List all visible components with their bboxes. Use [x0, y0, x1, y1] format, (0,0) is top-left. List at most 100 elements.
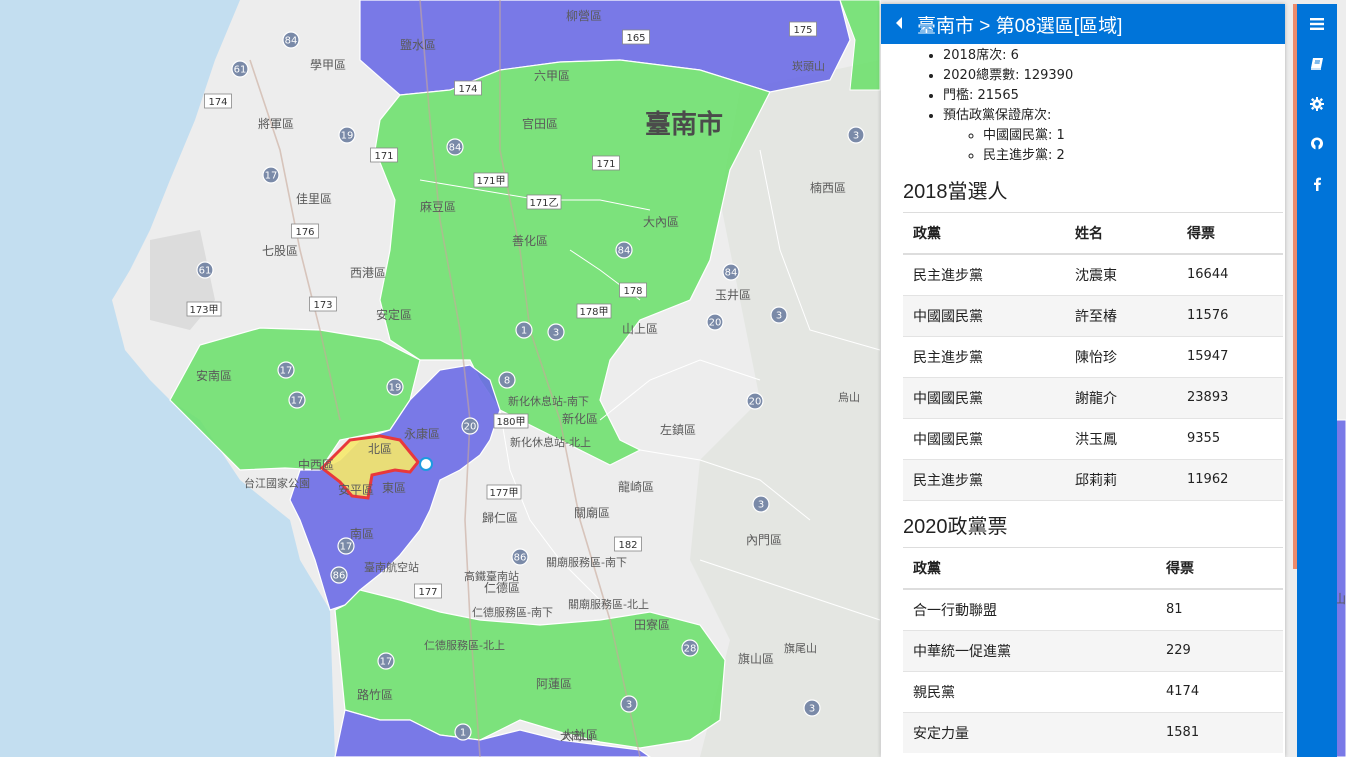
stat-guaranteed-seats: 預估政黨保證席次: 中國國民黨: 1 民主進步黨: 2: [943, 106, 1283, 166]
tab-github[interactable]: [1297, 124, 1337, 164]
svg-text:84: 84: [618, 246, 631, 257]
tab-facebook[interactable]: [1297, 164, 1337, 204]
tab-menu[interactable]: [1297, 4, 1337, 44]
svg-text:165: 165: [626, 33, 645, 44]
route-shield: 19: [386, 378, 404, 396]
district-label: 鹽水區: [400, 37, 436, 52]
district-label: 左鎮區: [660, 422, 696, 437]
svg-text:84: 84: [285, 36, 298, 47]
svg-text:3: 3: [853, 131, 859, 142]
route-shield: 171乙: [526, 194, 562, 210]
route-shields: 84848484174174165175171171171甲171乙176173…: [186, 21, 865, 741]
svg-text:84: 84: [725, 268, 738, 279]
sidebar-body[interactable]: 2018席次: 6 2020總票數: 129390 門檻: 21565 預估政黨…: [881, 44, 1285, 753]
winner-row: 中國國民黨 謝龍介 23893: [903, 377, 1283, 419]
district-label: 仁德區: [484, 580, 520, 595]
district-label: 中西區: [298, 457, 334, 472]
district-blue-south[interactable]: [334, 709, 652, 757]
highways: [249, 0, 641, 757]
svg-text:178: 178: [623, 286, 642, 297]
svg-text:178甲: 178甲: [579, 307, 608, 318]
district-green-central[interactable]: [374, 59, 771, 466]
district-label: 六甲區: [534, 69, 570, 83]
route-shield: 3: [620, 695, 638, 713]
route-shield: 173甲: [186, 301, 222, 317]
route-shield: 20: [706, 313, 724, 331]
district-label: 山上區: [622, 322, 658, 336]
route-shield: 177甲: [486, 484, 522, 500]
svg-text:174: 174: [208, 97, 227, 108]
route-shield: 86: [330, 566, 348, 584]
district-label: 大社區: [562, 727, 598, 742]
party-cell: 中華統一促進黨: [903, 630, 1156, 672]
route-shield: 174: [454, 80, 482, 96]
stat-seats: 2018席次: 6: [943, 46, 1283, 66]
svg-text:61: 61: [199, 266, 212, 277]
tab-settings[interactable]: [1297, 84, 1337, 124]
svg-text:173甲: 173甲: [189, 305, 218, 316]
route-shield: 165: [622, 29, 650, 45]
svg-text:17: 17: [265, 171, 278, 182]
route-shield: 1: [454, 723, 472, 741]
place-label: 崁頭山: [792, 60, 825, 73]
party-vote-row: 中華統一促進黨 229: [903, 630, 1283, 672]
tab-book[interactable]: [1297, 44, 1337, 84]
route-shield: 8: [498, 371, 516, 389]
route-shield: 20: [461, 417, 479, 435]
route-shield: 84: [615, 241, 633, 259]
svg-text:176: 176: [295, 227, 314, 238]
stat-threshold: 門檻: 21565: [943, 86, 1283, 106]
route-shield: 61: [231, 60, 249, 78]
svg-text:17: 17: [280, 366, 293, 377]
sidebar-panel: 臺南市 > 第08選區[區域] 2018席次: 6 2020總票數: 12939…: [881, 4, 1285, 757]
sidebar-header: 臺南市 > 第08選區[區域]: [881, 4, 1285, 44]
svg-text:3: 3: [626, 700, 632, 711]
caret-left-icon[interactable]: [881, 16, 917, 33]
route-shield: 17: [377, 652, 395, 670]
district-label: 將軍區: [258, 116, 294, 131]
place-label: 仁德服務區-北上: [424, 638, 505, 652]
district-label: 大內區: [643, 215, 679, 229]
votes-cell: 81: [1156, 589, 1283, 631]
tab-bar: [1297, 4, 1337, 757]
district-label: 龍崎區: [618, 479, 654, 494]
name-cell: 沈震東: [1065, 254, 1177, 296]
place-label: 旗尾山: [784, 641, 817, 655]
votes-cell: 11576: [1177, 295, 1283, 337]
district-label: 南區: [350, 526, 374, 541]
svg-text:84: 84: [449, 143, 462, 154]
place-label: 烏山: [838, 390, 860, 404]
svg-text:20: 20: [709, 318, 722, 329]
column-header: 政黨: [903, 547, 1156, 590]
scrollbar[interactable]: [1293, 4, 1297, 569]
book-icon: [1311, 58, 1323, 70]
column-header: 姓名: [1065, 212, 1177, 255]
votes-cell: 16644: [1177, 254, 1283, 296]
svg-text:175: 175: [793, 25, 812, 36]
place-label: 關廟服務區-南下: [546, 555, 627, 569]
location-marker[interactable]: [419, 457, 433, 471]
city-label: 臺南市: [645, 109, 723, 140]
name-cell: 謝龍介: [1065, 377, 1177, 419]
route-shield: 171: [592, 155, 620, 171]
winner-row: 中國國民黨 洪玉鳳 9355: [903, 418, 1283, 460]
selected-district[interactable]: [319, 434, 420, 500]
svg-text:17: 17: [380, 657, 393, 668]
route-shield: 182: [614, 536, 642, 552]
district-green-east[interactable]: [839, 0, 881, 91]
party-cell: 中國國民黨: [903, 295, 1065, 337]
district-label: 北區: [368, 442, 392, 456]
svg-text:8: 8: [504, 376, 510, 387]
svg-text:3: 3: [553, 328, 559, 339]
svg-text:20: 20: [749, 397, 762, 408]
route-shield: 17: [262, 166, 280, 184]
svg-text:3: 3: [809, 704, 815, 715]
votes-cell: 9355: [1177, 418, 1283, 460]
name-cell: 許至椿: [1065, 295, 1177, 337]
winner-row: 中國國民黨 許至椿 11576: [903, 295, 1283, 337]
facebook-icon: [1314, 177, 1321, 191]
district-blue-east[interactable]: [1335, 419, 1346, 757]
party-vote-row: 親民黨 4174: [903, 671, 1283, 713]
district-label: 阿蓮區: [536, 677, 572, 691]
district-label: 佳里區: [296, 192, 332, 206]
